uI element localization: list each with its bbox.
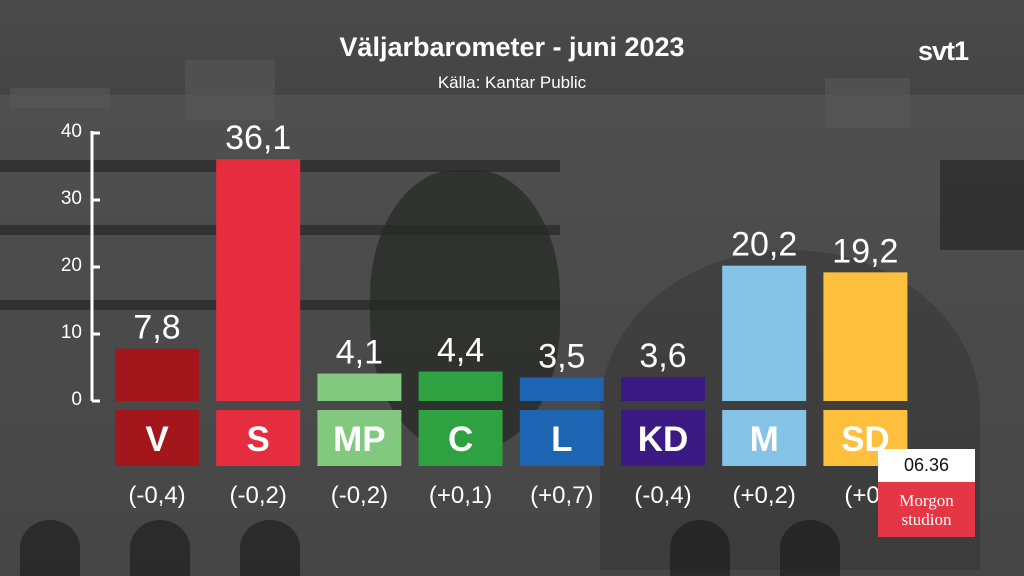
chart-title: Väljarbarometer - juni 2023 [339, 32, 685, 62]
party-box-c [418, 410, 503, 466]
bar-c [418, 371, 503, 401]
clock-time: 06.36 [878, 449, 975, 482]
bar-m [722, 265, 807, 401]
value-label-l: 3,5 [538, 338, 585, 376]
program-logo-line2: studion [901, 509, 952, 529]
change-label-kd: (-0,4) [634, 482, 691, 509]
value-label-c: 4,4 [437, 332, 484, 370]
change-label-s: (-0,2) [230, 482, 287, 509]
bar-sd [823, 272, 908, 401]
change-label-v: (-0,4) [128, 482, 185, 509]
change-label-mp: (-0,2) [331, 482, 388, 509]
party-box-v [115, 410, 199, 466]
bar-kd [621, 376, 705, 401]
y-tick-label: 10 [61, 322, 82, 343]
change-label-c: (+0,1) [429, 482, 492, 509]
category-label-kd: KD [638, 420, 689, 459]
value-label-v: 7,8 [133, 309, 180, 347]
bar-mp [317, 373, 402, 401]
value-label-kd: 3,6 [639, 337, 686, 375]
value-label-sd: 19,2 [832, 232, 898, 270]
value-label-m: 20,2 [731, 226, 797, 264]
program-logo: Morgon studion [878, 482, 975, 537]
party-box-mp [317, 410, 402, 466]
category-label-c: C [448, 420, 473, 459]
category-label-v: V [145, 420, 169, 459]
y-tick-label: 0 [71, 389, 82, 410]
change-label-m: (+0,2) [733, 482, 796, 509]
party-box-kd [621, 410, 705, 466]
category-label-s: S [247, 420, 270, 459]
category-label-m: M [750, 420, 779, 459]
y-tick-label: 30 [61, 188, 82, 209]
bar-s [216, 159, 301, 401]
channel-logo: svt1 [918, 36, 969, 66]
bar-l [519, 377, 604, 401]
bar-v [115, 348, 199, 401]
category-label-l: L [551, 420, 572, 459]
y-tick-label: 40 [61, 121, 82, 142]
party-box-s [216, 410, 301, 466]
party-box-l [519, 410, 604, 466]
party-box-m [722, 410, 807, 466]
value-label-mp: 4,1 [336, 334, 383, 372]
y-tick-label: 20 [61, 255, 82, 276]
program-logo-line1: Morgon [899, 490, 954, 510]
chart-source: Källa: Kantar Public [437, 73, 587, 92]
value-label-s: 36,1 [225, 119, 291, 157]
category-label-mp: MP [333, 420, 386, 459]
change-label-l: (+0,7) [530, 482, 593, 509]
